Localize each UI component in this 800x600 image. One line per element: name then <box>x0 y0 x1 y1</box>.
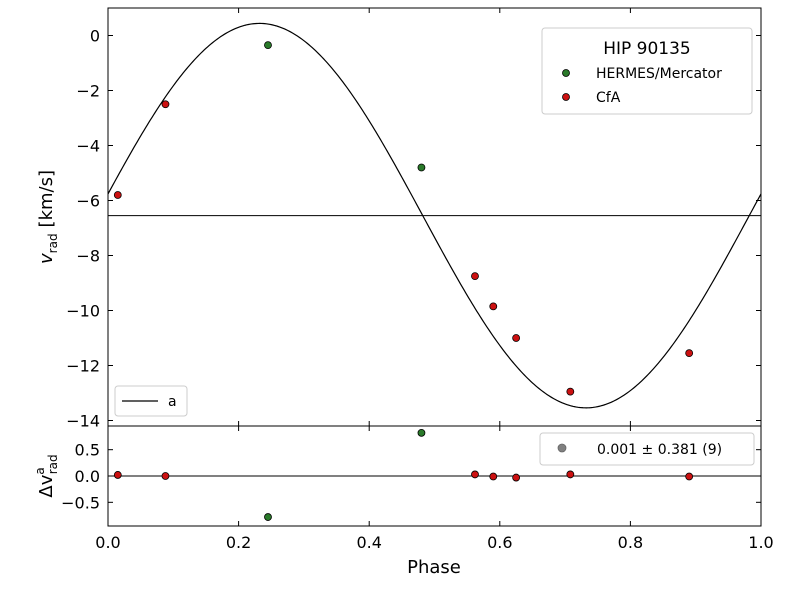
residuals-y-tick-label: −0.5 <box>61 493 100 512</box>
hermes-point <box>264 41 272 50</box>
cfa-residual-point <box>113 471 122 479</box>
cfa-residual-point <box>471 470 479 479</box>
main-data-points <box>113 41 694 396</box>
residuals-panel: 0.5 0.0 −0.5 0.0 0.2 0.4 0.6 0.8 1.0 Δvarad 0.0… <box>33 425 774 578</box>
main-y-tick-label: −14 <box>66 412 100 431</box>
cfa-point <box>161 100 170 109</box>
x-tick-label: 0.8 <box>618 533 643 552</box>
legend-marker-hermes <box>562 69 570 77</box>
fit-legend-label: a <box>168 394 177 410</box>
residuals-y-tick-label: 0.5 <box>75 441 100 460</box>
main-y-tick-label: −6 <box>76 192 100 211</box>
cfa-residual-point <box>161 472 170 480</box>
hermes-residual-point <box>417 428 426 437</box>
residuals-legend-label: 0.001 ± 0.381 (9) <box>597 442 722 458</box>
orbit-fit-curve <box>107 22 762 409</box>
series-legend: HIP 90135 HERMES/Mercator CfA <box>541 27 753 115</box>
cfa-point <box>685 349 694 358</box>
cfa-residual-point <box>566 470 575 479</box>
cfa-residual-point <box>512 473 521 482</box>
residuals-x-ticks: 0.0 0.2 0.4 0.6 0.8 1.0 <box>95 426 774 552</box>
main-y-tick-label: −4 <box>76 137 100 156</box>
residuals-y-tick-label: 0.0 <box>75 467 100 486</box>
main-x-ticks <box>107 8 762 426</box>
main-panel: 0 −2 −4 −6 −8 −10 −12 −14 vrad[km/s] HIP 90135 … <box>36 7 762 431</box>
x-tick-label: 0.6 <box>487 533 512 552</box>
cfa-point <box>512 334 521 342</box>
x-axis-label: Phase <box>407 557 461 578</box>
legend-marker-cfa <box>562 93 570 101</box>
hermes-residual-point <box>264 513 272 521</box>
cfa-point <box>566 387 575 396</box>
cfa-point <box>113 191 122 199</box>
legend-box <box>541 27 753 115</box>
legend-title: HIP 90135 <box>603 39 691 59</box>
fit-legend: a <box>114 385 188 417</box>
legend-label-cfa: CfA <box>596 90 621 106</box>
cfa-residual-point <box>685 472 694 481</box>
x-tick-label: 1.0 <box>748 533 773 552</box>
cfa-point <box>471 272 479 281</box>
main-y-tick-label: −8 <box>76 247 100 266</box>
residuals-legend-box <box>539 432 755 466</box>
main-y-tick-label: −12 <box>66 357 100 376</box>
residuals-y-axis-label: Δvarad <box>33 454 60 497</box>
residuals-y-ticks: 0.5 0.0 −0.5 <box>61 441 761 512</box>
residuals-data-points <box>113 428 694 521</box>
cfa-point <box>489 302 498 311</box>
main-y-tick-label: −2 <box>76 82 100 101</box>
x-tick-label: 0.0 <box>95 533 120 552</box>
legend-label-hermes: HERMES/Mercator <box>596 66 722 82</box>
hermes-point <box>417 163 426 172</box>
main-y-ticks: 0 −2 −4 −6 −8 −10 −12 −14 <box>66 27 761 431</box>
main-y-tick-label: 0 <box>90 27 100 46</box>
x-tick-label: 0.4 <box>356 533 381 552</box>
x-tick-label: 0.2 <box>226 533 251 552</box>
residuals-legend-marker <box>557 443 567 453</box>
cfa-residual-point <box>489 472 498 481</box>
main-y-axis-label: vrad[km/s] <box>36 170 60 264</box>
main-y-tick-label: −10 <box>66 302 100 321</box>
residuals-legend: 0.001 ± 0.381 (9) <box>539 432 755 466</box>
